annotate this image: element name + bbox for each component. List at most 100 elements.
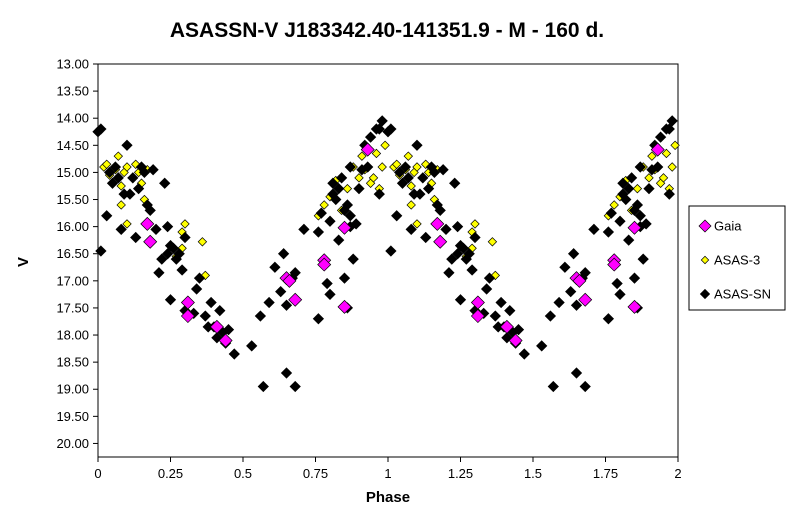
data-point [289, 380, 301, 393]
data-point [406, 181, 416, 191]
y-tick-label: 19.00 [56, 382, 89, 397]
data-point [512, 323, 525, 336]
data-point [121, 139, 133, 151]
data-point [652, 161, 664, 173]
y-tick-label: 16.50 [56, 246, 89, 261]
data-point [254, 310, 267, 322]
data-point [559, 261, 571, 273]
data-point [632, 183, 643, 194]
data-point [451, 248, 464, 260]
data-point [200, 270, 210, 281]
data-point [263, 296, 275, 309]
data-point [150, 223, 162, 235]
data-point [412, 219, 422, 229]
data-point [95, 245, 107, 257]
y-tick-label: 17.50 [56, 300, 89, 315]
data-point [393, 166, 406, 179]
data-point [647, 151, 657, 161]
data-point [421, 159, 431, 169]
data-point [422, 183, 435, 195]
data-point [362, 161, 374, 173]
data-point [588, 223, 600, 235]
data-point [354, 173, 364, 183]
y-tick-label: 18.00 [56, 328, 89, 343]
data-point [289, 267, 301, 279]
data-point [605, 207, 617, 219]
data-point [670, 140, 680, 151]
data-point [147, 164, 159, 176]
y-tick-label: 17.00 [56, 273, 89, 288]
data-point [337, 220, 352, 235]
legend-marker-gaia [698, 219, 712, 233]
data-point [353, 183, 365, 195]
data-point [315, 207, 327, 219]
data-point [396, 177, 409, 189]
data-point [193, 272, 206, 284]
data-point [643, 183, 655, 195]
x-axis: 0 0.25 0.5 0.75 1 1.25 1.5 1.75 2 [94, 457, 682, 481]
data-point [579, 267, 591, 279]
data-point [159, 177, 171, 189]
data-point [269, 261, 281, 273]
data-point [614, 215, 626, 227]
data-point [368, 173, 379, 183]
data-point [179, 231, 191, 244]
data-point [95, 123, 107, 135]
data-point [623, 234, 635, 246]
data-point [663, 123, 675, 135]
data-point [373, 188, 385, 200]
data-point [344, 210, 356, 222]
data-point [572, 273, 587, 288]
data-point [567, 248, 580, 260]
data-point [544, 310, 557, 322]
data-point [246, 340, 258, 352]
data-point [280, 299, 293, 311]
data-point [144, 204, 156, 216]
data-point [377, 162, 387, 172]
data-point [487, 237, 498, 247]
data-point [403, 151, 413, 161]
chart-title: ASASSN-V J183342.40-141351.9 - M - 160 d… [170, 19, 604, 42]
data-point [644, 173, 654, 183]
data-point [654, 131, 667, 143]
legend-label-asas-sn: ASAS-SN [714, 287, 771, 302]
data-point [480, 283, 493, 295]
data-point [109, 161, 122, 173]
data-point [324, 215, 336, 227]
data-point [214, 305, 226, 317]
data-point [578, 292, 593, 307]
data-point [457, 242, 470, 254]
data-point [609, 200, 619, 210]
data-point [446, 253, 458, 265]
data-point [412, 162, 422, 172]
data-point [116, 181, 126, 191]
legend-marker-asas-sn [699, 288, 711, 300]
data-point [489, 310, 501, 322]
data-point [130, 231, 142, 244]
data-point [337, 299, 352, 314]
y-tick-label: 18.50 [56, 355, 89, 370]
x-tick-label: 0.25 [158, 466, 183, 481]
data-point [490, 270, 500, 281]
data-point [338, 272, 351, 284]
data-point [277, 248, 290, 260]
data-point [228, 348, 240, 360]
data-point [637, 253, 649, 265]
data-point [650, 142, 665, 157]
data-point [449, 177, 461, 189]
x-tick-label: 1.25 [448, 466, 473, 481]
data-point [317, 257, 332, 272]
data-point [333, 183, 345, 195]
data-point [627, 299, 642, 314]
data-point [466, 264, 478, 276]
data-point [504, 305, 516, 317]
y-tick-label: 15.50 [56, 192, 89, 207]
series-gaia [140, 142, 665, 348]
data-point [392, 159, 402, 169]
data-point [634, 210, 646, 222]
x-tick-label: 1.75 [593, 466, 618, 481]
data-point [470, 295, 485, 310]
data-point [417, 172, 429, 184]
